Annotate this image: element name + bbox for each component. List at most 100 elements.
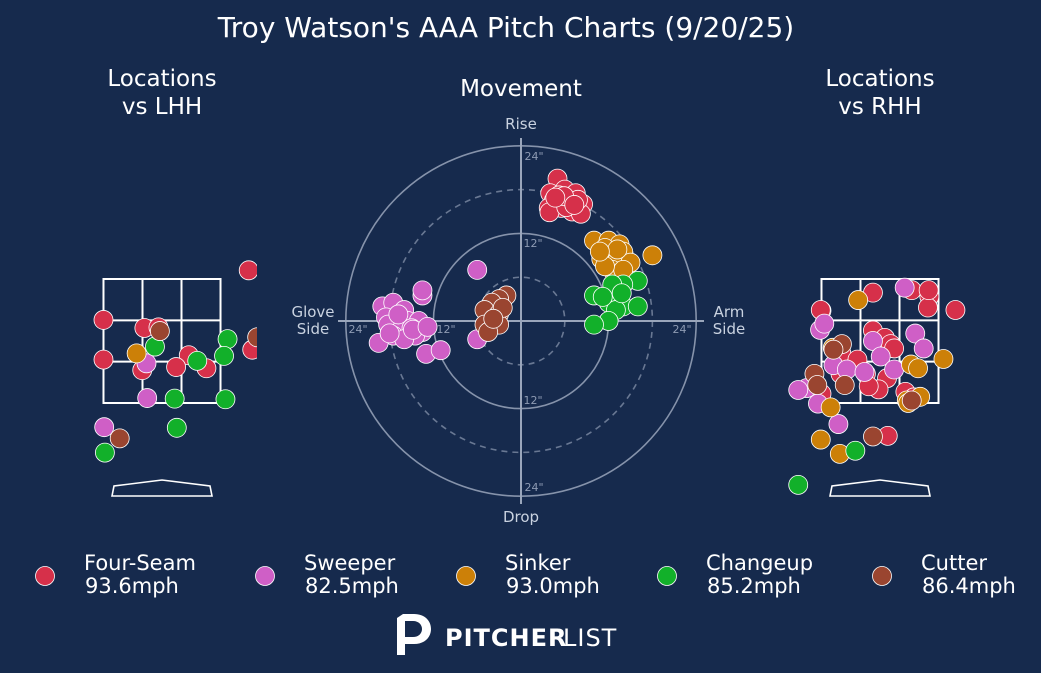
- ring-label: 12": [436, 323, 455, 336]
- pitch-point-changeup: [845, 440, 866, 461]
- movement-point-sweeper: [430, 340, 451, 361]
- panel-title-line: Locations: [825, 66, 934, 92]
- pitch-point-cutter: [247, 327, 257, 348]
- pitch-point-sinker: [933, 349, 954, 369]
- movement-point-cutter: [483, 308, 504, 329]
- pitch-point-sweeper: [814, 313, 835, 334]
- pitch-point-sweeper: [913, 338, 934, 359]
- legend-velocity: 82.5mph: [305, 574, 399, 598]
- panel-title: Locations vs LHH: [107, 66, 216, 120]
- pitcherlist-logo-icon: [397, 614, 431, 655]
- pitch-points: [788, 277, 966, 495]
- axis-label-rise: Rise: [505, 115, 537, 133]
- legend-velocity: 93.6mph: [85, 574, 179, 598]
- panel-title-line: vs RHH: [838, 94, 921, 120]
- pitch-point-changeup: [217, 329, 238, 350]
- panel-title: Movement: [460, 76, 582, 102]
- movement-point-four-seam: [564, 195, 585, 215]
- legend-marker: [456, 566, 476, 586]
- pitch-point-sinker: [908, 358, 928, 379]
- movement-point-sweeper: [412, 280, 433, 301]
- panel-title-line: vs LHH: [122, 94, 202, 120]
- movement-point-changeup: [611, 283, 632, 304]
- ring-label: 12": [523, 237, 542, 250]
- legend-pitch-name: Sweeper: [304, 551, 396, 575]
- axis-label-glove-side-line: Side: [297, 320, 329, 338]
- legend-pitch-name: Changeup: [706, 551, 813, 575]
- movement-point-four-seam: [545, 187, 566, 208]
- pitch-point-changeup: [187, 350, 208, 371]
- movement-point-sinker: [589, 241, 610, 262]
- legend-marker: [872, 566, 892, 586]
- axis-label-arm-side-line: Side: [713, 320, 745, 338]
- movement-point-sinker: [642, 245, 663, 266]
- panel-title-line: Locations: [107, 66, 216, 92]
- pitch-point-changeup: [164, 388, 185, 409]
- movement-point-sweeper: [417, 316, 438, 337]
- legend-pitch-name: Four-Seam: [84, 551, 196, 575]
- legend-marker: [255, 566, 275, 586]
- pitcherlist-logo: PITCHER LIST: [397, 614, 617, 655]
- logo-wordmark-bold: PITCHER: [445, 624, 567, 652]
- locations-rhh-panel: Locations vs RHH: [788, 66, 966, 497]
- pitch-point-changeup: [788, 474, 809, 495]
- legend-pitch-name: Sinker: [505, 551, 571, 575]
- pitch-point-cutter: [823, 339, 844, 360]
- pitch-points: [93, 260, 257, 463]
- pitch-point-sweeper: [788, 380, 809, 400]
- axis-label-glove-side-line: Glove: [291, 303, 334, 321]
- pitch-point-changeup: [94, 442, 115, 463]
- pitch-point-cutter: [834, 375, 855, 395]
- pitch-point-sweeper: [905, 323, 926, 344]
- legend-pitch-name: Cutter: [921, 551, 987, 575]
- pitch-point-changeup: [214, 345, 234, 366]
- pitch-point-four-seam: [93, 310, 114, 330]
- ring-label: 24": [524, 150, 543, 163]
- logo-wordmark-light: LIST: [563, 624, 617, 652]
- ring-label: 24": [348, 323, 367, 336]
- pitch-point-sweeper: [894, 277, 915, 298]
- pitch-point-cutter: [807, 375, 828, 395]
- pitch-point-cutter: [901, 390, 922, 411]
- legend-marker: [657, 566, 677, 586]
- pitch-point-sweeper: [854, 362, 875, 382]
- legend-velocity: 86.4mph: [922, 574, 1016, 598]
- pitch-point-four-seam: [238, 260, 257, 281]
- ring-label: 24": [524, 481, 543, 494]
- pitch-point-four-seam: [166, 357, 187, 377]
- pitch-point-sweeper: [137, 388, 158, 408]
- pitch-point-four-seam: [945, 300, 966, 320]
- pitch-point-sinker: [848, 290, 869, 310]
- pitch-point-cutter: [109, 428, 130, 449]
- pitch-point-cutter: [863, 426, 883, 447]
- pitch-point-changeup: [166, 417, 187, 438]
- axis-label-arm-side: Arm Side: [713, 303, 745, 338]
- ring-label: 12": [523, 394, 542, 407]
- legend-velocity: 93.0mph: [506, 574, 600, 598]
- panel-title: Locations vs RHH: [825, 66, 934, 120]
- home-plate: [829, 479, 931, 497]
- movement-point-sweeper: [467, 259, 488, 280]
- pitch-point-sweeper: [828, 414, 849, 434]
- movement-point-sinker: [607, 239, 628, 260]
- pitch-point-four-seam: [918, 297, 938, 318]
- pitch-point-four-seam: [93, 349, 114, 370]
- ring-label: 24": [672, 323, 691, 336]
- movement-point-sweeper: [379, 323, 400, 344]
- pitch-point-sweeper: [94, 417, 115, 438]
- legend-velocity: 85.2mph: [707, 574, 801, 598]
- axis-label-glove-side: Glove Side: [291, 303, 334, 338]
- pitch-point-sinker: [820, 397, 841, 418]
- movement-point-changeup: [584, 314, 604, 335]
- pitch-point-sinker: [126, 343, 147, 364]
- movement-point-sweeper: [388, 304, 409, 325]
- figure-title: Troy Watson's AAA Pitch Charts (9/20/25): [217, 11, 794, 44]
- movement-point-changeup: [627, 296, 648, 317]
- legend-marker: [35, 566, 55, 586]
